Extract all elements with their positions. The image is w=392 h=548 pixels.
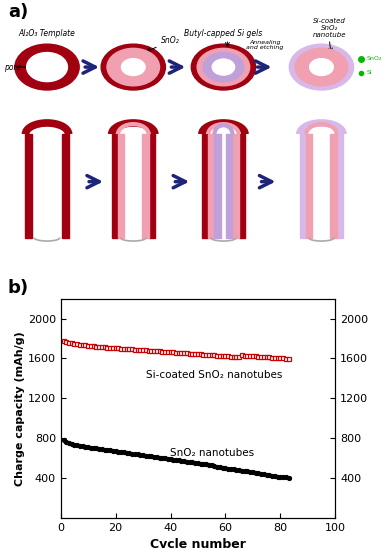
Bar bbox=[239, 134, 245, 238]
Circle shape bbox=[212, 59, 235, 75]
Text: Si-coated
SnO₂
nanotube: Si-coated SnO₂ nanotube bbox=[312, 18, 346, 38]
Circle shape bbox=[15, 44, 79, 90]
Bar bbox=[214, 134, 221, 238]
Circle shape bbox=[295, 48, 348, 86]
Text: b): b) bbox=[8, 279, 29, 298]
Circle shape bbox=[122, 59, 145, 76]
Text: Si: Si bbox=[367, 70, 372, 75]
Bar bbox=[208, 134, 214, 238]
Bar bbox=[142, 134, 149, 238]
Bar bbox=[25, 134, 32, 238]
Bar bbox=[337, 134, 343, 238]
Bar bbox=[112, 134, 118, 238]
Bar bbox=[149, 134, 155, 238]
Bar bbox=[202, 134, 208, 238]
Bar bbox=[62, 134, 69, 238]
Text: pore: pore bbox=[4, 62, 21, 72]
Bar bbox=[226, 134, 232, 238]
Circle shape bbox=[203, 53, 244, 82]
Circle shape bbox=[310, 59, 333, 76]
Circle shape bbox=[289, 44, 354, 90]
Text: a): a) bbox=[8, 3, 28, 21]
Circle shape bbox=[27, 53, 67, 82]
Bar bbox=[306, 134, 312, 238]
Circle shape bbox=[107, 48, 160, 86]
Text: SnO₂: SnO₂ bbox=[367, 56, 382, 61]
Text: Butyl-capped Si gels: Butyl-capped Si gels bbox=[184, 28, 263, 38]
Circle shape bbox=[101, 44, 165, 90]
Circle shape bbox=[191, 44, 256, 90]
Bar bbox=[300, 134, 306, 238]
Circle shape bbox=[197, 48, 250, 86]
Text: Si-coated SnO₂ nanotubes: Si-coated SnO₂ nanotubes bbox=[146, 370, 283, 380]
Bar bbox=[118, 134, 124, 238]
Bar bbox=[330, 134, 337, 238]
Text: Annealing
and etching: Annealing and etching bbox=[246, 39, 283, 50]
Text: Al₂O₃ Template: Al₂O₃ Template bbox=[18, 28, 76, 38]
Text: SnO₂: SnO₂ bbox=[161, 36, 180, 45]
Text: SnO₂ nanotubes: SnO₂ nanotubes bbox=[170, 448, 254, 458]
Bar bbox=[232, 134, 239, 238]
Y-axis label: Charge capacity (mAh/g): Charge capacity (mAh/g) bbox=[15, 331, 25, 486]
X-axis label: Cycle number: Cycle number bbox=[150, 538, 246, 548]
